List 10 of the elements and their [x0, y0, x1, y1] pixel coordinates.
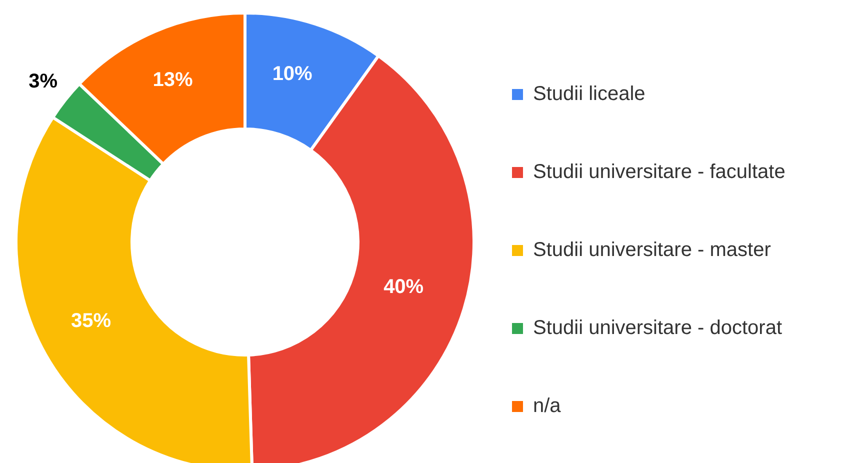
legend-label: n/a [533, 394, 561, 418]
data-label: 10% [272, 63, 313, 86]
data-label: 35% [71, 310, 112, 332]
data-label: 13% [152, 68, 193, 91]
legend-label: Studii liceale [533, 82, 646, 106]
legend-label: Studii universitare - facultate [533, 160, 786, 184]
legend-label: Studii universitare - master [533, 238, 771, 262]
data-label: 3% [28, 70, 58, 92]
data-label: 40% [384, 276, 424, 298]
legend-label: Studii universitare - doctorat [533, 316, 782, 340]
